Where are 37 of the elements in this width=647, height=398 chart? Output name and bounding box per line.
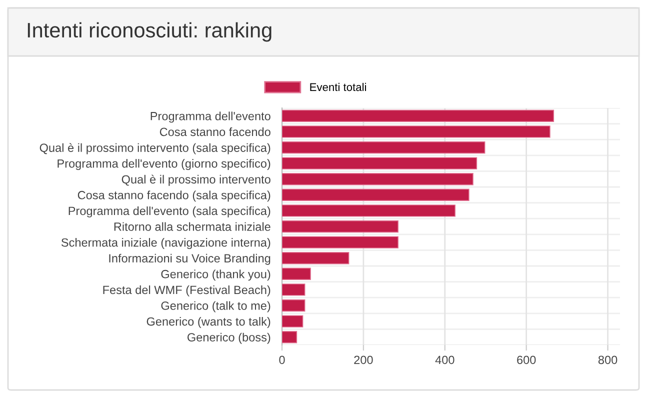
y-tick-label: Cosa stanno facendo (sala specifica) [78, 190, 270, 202]
x-tick-label: 400 [435, 356, 454, 364]
bar [282, 315, 304, 328]
bar [282, 252, 350, 264]
x-tick-label: 0 [279, 356, 285, 364]
y-tick-label: Programma dell'evento [150, 112, 270, 123]
bar [282, 172, 474, 186]
y-tick-label: Festa del WMF (Festival Beach) [103, 285, 270, 296]
bar [282, 157, 478, 170]
legend-label: Eventi totali [310, 82, 366, 92]
x-tick-label: 200 [354, 356, 373, 364]
y-tick-label: Generico (boss) [188, 332, 270, 344]
bar [282, 284, 306, 296]
bar [282, 330, 298, 344]
y-tick-label: Schermata iniziale (navigazione interna) [61, 238, 270, 250]
x-tick-label: 800 [598, 356, 618, 364]
y-tick-label: Programma dell'evento (sala specifica) [68, 206, 270, 218]
bar [282, 299, 306, 312]
y-tick-label: Qual è il prossimo intervento [122, 174, 270, 186]
y-tick-label: Informazioni su Voice Branding [109, 254, 270, 265]
y-tick-label: Cosa stanno facendo [160, 127, 270, 136]
chart-title: Intenti riconosciuti: ranking [28, 22, 272, 42]
bar [282, 126, 550, 138]
y-tick-label: Programma dell'evento (giorno specifico) [58, 159, 270, 170]
y-tick-label: Generico (thank you) [161, 270, 270, 281]
bar [282, 188, 470, 202]
bar [282, 110, 554, 122]
x-tick-label: 600 [517, 356, 536, 364]
y-tick-label: Qual è il prossimo intervento (sala specifica) [40, 143, 270, 154]
bar [282, 236, 398, 248]
bar [282, 268, 311, 280]
bar [282, 204, 456, 217]
y-tick-label: Generico (talk to me) [161, 301, 270, 312]
bar [282, 220, 398, 233]
y-tick-label: Ritorno alla schermata iniziale [114, 222, 270, 231]
y-tick-label: Generico (wants to talk) [146, 317, 270, 328]
bar [282, 141, 486, 154]
